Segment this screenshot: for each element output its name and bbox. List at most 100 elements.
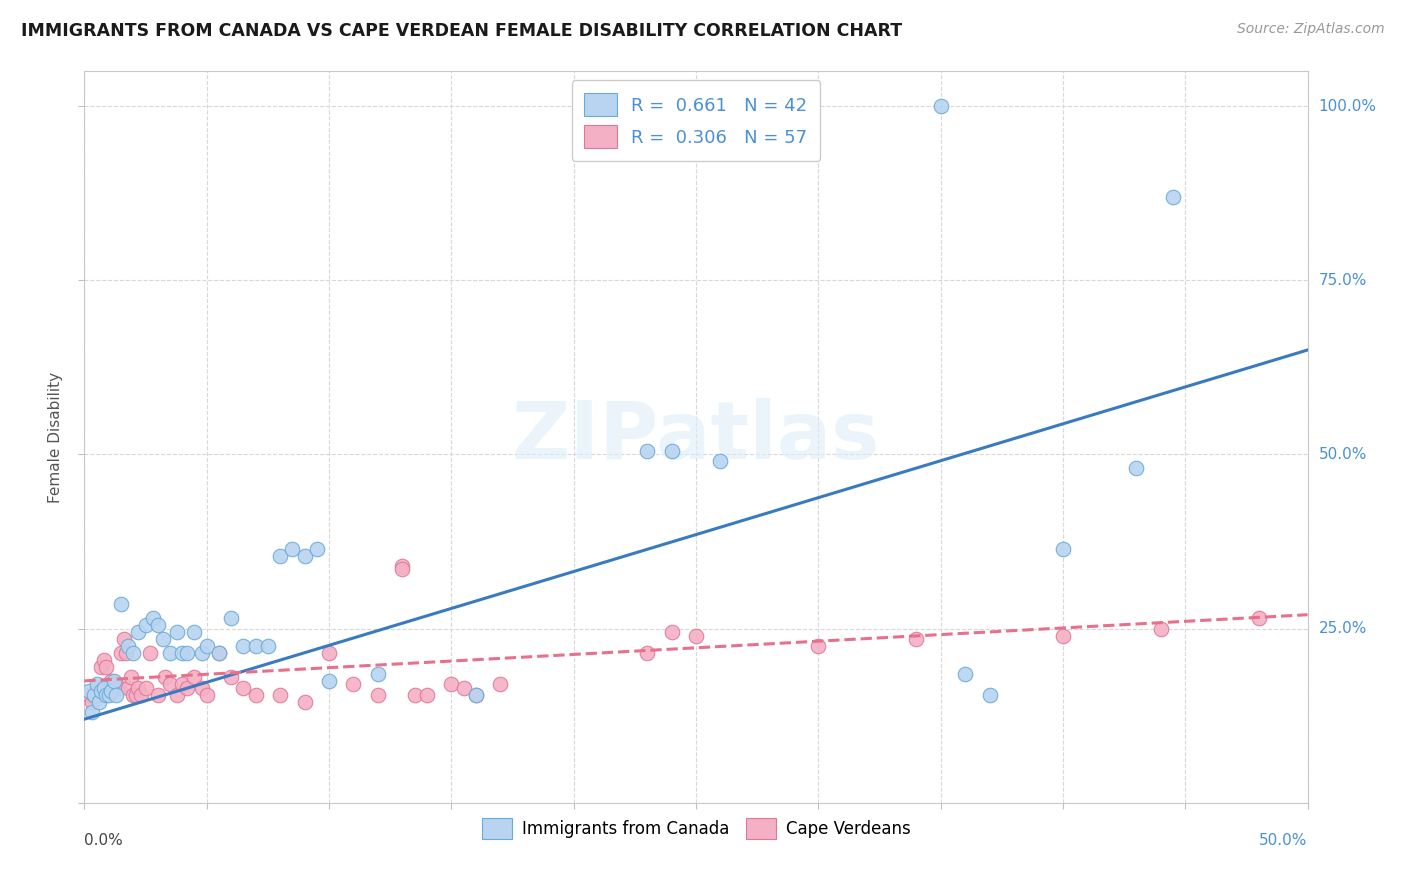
Point xyxy=(166,688,188,702)
Point xyxy=(232,639,254,653)
Point xyxy=(135,681,157,695)
Point xyxy=(183,670,205,684)
Point xyxy=(1247,611,1270,625)
Point xyxy=(100,684,122,698)
Point xyxy=(391,558,413,573)
Point xyxy=(176,646,198,660)
Point xyxy=(294,549,316,563)
Point xyxy=(146,688,169,702)
Point xyxy=(80,695,103,709)
Point xyxy=(183,625,205,640)
Point xyxy=(1052,541,1074,556)
Point xyxy=(83,688,105,702)
Point xyxy=(367,667,389,681)
Point xyxy=(453,681,475,695)
Point xyxy=(191,646,214,660)
Point xyxy=(709,454,731,468)
Point xyxy=(219,611,242,625)
Point xyxy=(269,688,291,702)
Point xyxy=(195,639,218,653)
Point xyxy=(100,673,122,688)
Point xyxy=(153,670,176,684)
Point xyxy=(489,677,512,691)
Point xyxy=(127,625,149,640)
Point xyxy=(318,673,340,688)
Legend: Immigrants from Canada, Cape Verdeans: Immigrants from Canada, Cape Verdeans xyxy=(475,811,917,846)
Point xyxy=(636,444,658,458)
Point xyxy=(294,695,316,709)
Point xyxy=(953,667,976,681)
Point xyxy=(115,646,138,660)
Point xyxy=(159,677,181,691)
Point xyxy=(1052,629,1074,643)
Text: 50.0%: 50.0% xyxy=(1260,833,1308,848)
Point xyxy=(117,639,139,653)
Point xyxy=(122,646,145,660)
Point xyxy=(105,688,128,702)
Point xyxy=(159,646,181,660)
Point xyxy=(77,688,100,702)
Point xyxy=(97,688,120,702)
Point xyxy=(342,677,364,691)
Text: 75.0%: 75.0% xyxy=(1319,273,1367,288)
Point xyxy=(257,639,280,653)
Point xyxy=(661,625,683,640)
Point xyxy=(191,681,214,695)
Point xyxy=(404,688,426,702)
Point xyxy=(96,660,118,674)
Point xyxy=(77,684,100,698)
Point xyxy=(269,549,291,563)
Point xyxy=(139,646,162,660)
Point xyxy=(440,677,463,691)
Point xyxy=(96,688,118,702)
Point xyxy=(807,639,830,653)
Point xyxy=(135,618,157,632)
Point xyxy=(305,541,328,556)
Point xyxy=(464,688,486,702)
Point xyxy=(105,677,128,691)
Point xyxy=(127,681,149,695)
Point xyxy=(110,646,132,660)
Point xyxy=(979,688,1001,702)
Point xyxy=(97,677,120,691)
Point xyxy=(146,618,169,632)
Point xyxy=(391,562,413,576)
Point xyxy=(90,684,112,698)
Point xyxy=(172,646,194,660)
Point xyxy=(176,681,198,695)
Point xyxy=(208,646,231,660)
Point xyxy=(83,688,105,702)
Point xyxy=(142,611,165,625)
Point xyxy=(125,688,148,702)
Point xyxy=(232,681,254,695)
Point xyxy=(1125,461,1147,475)
Point xyxy=(93,681,115,695)
Point xyxy=(86,677,108,691)
Point xyxy=(129,688,152,702)
Point xyxy=(120,670,142,684)
Point xyxy=(103,673,125,688)
Point xyxy=(245,639,267,653)
Text: Source: ZipAtlas.com: Source: ZipAtlas.com xyxy=(1237,22,1385,37)
Point xyxy=(86,681,108,695)
Text: IMMIGRANTS FROM CANADA VS CAPE VERDEAN FEMALE DISABILITY CORRELATION CHART: IMMIGRANTS FROM CANADA VS CAPE VERDEAN F… xyxy=(21,22,903,40)
Point xyxy=(122,688,145,702)
Point xyxy=(245,688,267,702)
Point xyxy=(87,688,110,702)
Point xyxy=(1150,622,1173,636)
Point xyxy=(1161,190,1184,204)
Point xyxy=(219,670,242,684)
Point xyxy=(103,677,125,691)
Point xyxy=(281,541,304,556)
Point xyxy=(93,653,115,667)
Text: 25.0%: 25.0% xyxy=(1319,621,1367,636)
Point xyxy=(112,632,135,646)
Point xyxy=(90,660,112,674)
Point xyxy=(195,688,218,702)
Text: 0.0%: 0.0% xyxy=(84,833,124,848)
Point xyxy=(367,688,389,702)
Y-axis label: Female Disability: Female Disability xyxy=(48,371,63,503)
Point xyxy=(208,646,231,660)
Text: 100.0%: 100.0% xyxy=(1319,99,1376,113)
Point xyxy=(318,646,340,660)
